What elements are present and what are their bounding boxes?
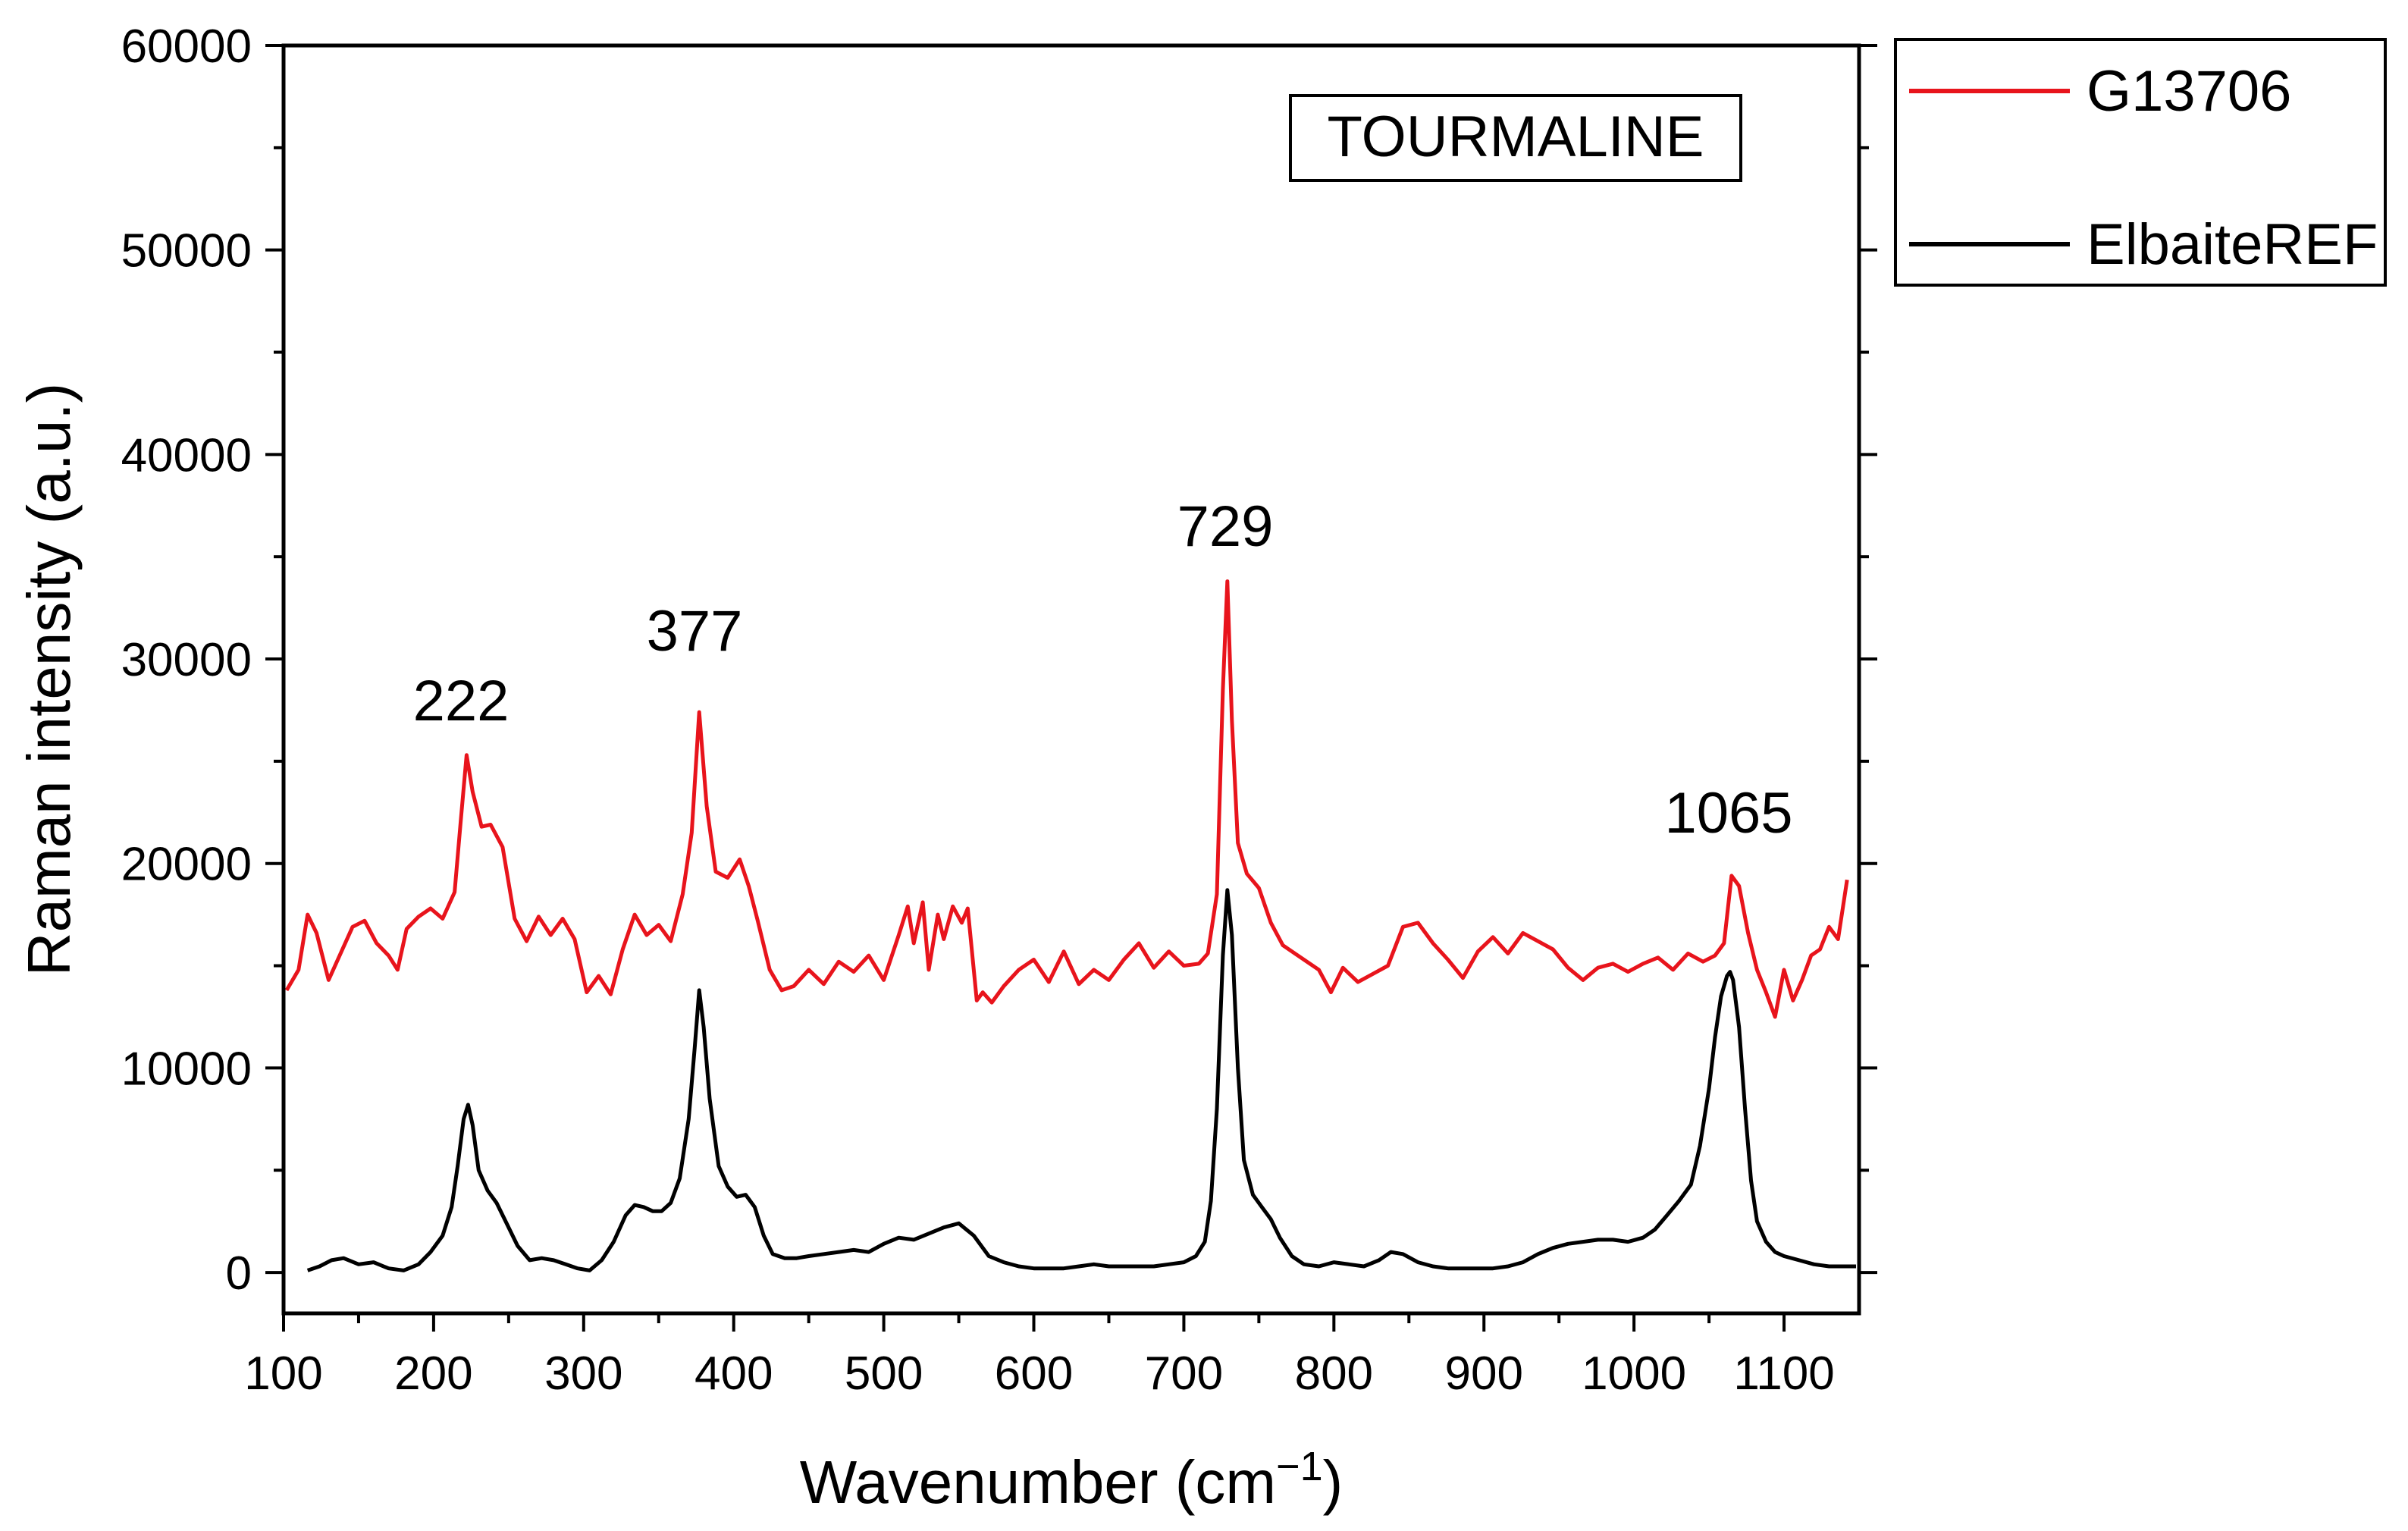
y-tick-label: 0 xyxy=(226,1247,252,1300)
series-lines xyxy=(284,579,1856,1272)
y-tick-label: 10000 xyxy=(121,1043,252,1095)
x-tick-label: 900 xyxy=(1445,1347,1523,1400)
peak-label-222: 222 xyxy=(413,669,510,733)
x-tick-label: 100 xyxy=(244,1347,322,1400)
x-tick-label: 200 xyxy=(394,1347,472,1400)
axis-ticks: 100 200 300 400 500 600 700 800 900 1000 1100 0 1000… xyxy=(121,20,1877,1400)
y-tick-label: 50000 xyxy=(121,225,252,278)
x-tick-label: 600 xyxy=(995,1347,1073,1400)
inset-label-box xyxy=(1289,94,1742,182)
x-tick-label: 400 xyxy=(694,1347,773,1400)
series-line-elbaiteref xyxy=(306,888,1856,1272)
x-tick-label: 1100 xyxy=(1733,1347,1834,1400)
plot-frame xyxy=(281,43,1861,1316)
x-tick-label: 1000 xyxy=(1582,1347,1686,1400)
y-tick-label: 20000 xyxy=(121,839,252,891)
series-line-g13706 xyxy=(284,579,1849,1019)
x-tick-label: 700 xyxy=(1145,1347,1223,1400)
legend: G13706 ElbaiteREF xyxy=(1894,38,2387,287)
y-tick-label: 60000 xyxy=(121,20,252,73)
inset-label-text: TOURMALINE xyxy=(1328,105,1704,169)
x-tick-label: 800 xyxy=(1295,1347,1373,1400)
peak-label-1065: 1065 xyxy=(1664,781,1792,846)
x-axis-title-close: ) xyxy=(1323,1448,1344,1516)
peak-label-377: 377 xyxy=(647,599,743,664)
peak-label-729: 729 xyxy=(1177,494,1274,559)
x-axis-title-superscript: −1 xyxy=(1276,1444,1323,1489)
legend-label-g13706: G13706 xyxy=(2087,59,2291,124)
legend-label-elbaiteref: ElbaiteREF xyxy=(2087,212,2378,277)
x-axis-title-main: Wavenumber (cm xyxy=(800,1448,1276,1516)
x-axis-title: Wavenumber (cm−1) xyxy=(800,1444,1344,1516)
y-tick-label: 40000 xyxy=(121,429,252,482)
x-tick-label: 500 xyxy=(845,1347,923,1400)
x-tick-label: 300 xyxy=(544,1347,622,1400)
y-axis-title: Raman intensity (a.u.) xyxy=(15,383,83,977)
y-tick-label: 30000 xyxy=(121,634,252,686)
